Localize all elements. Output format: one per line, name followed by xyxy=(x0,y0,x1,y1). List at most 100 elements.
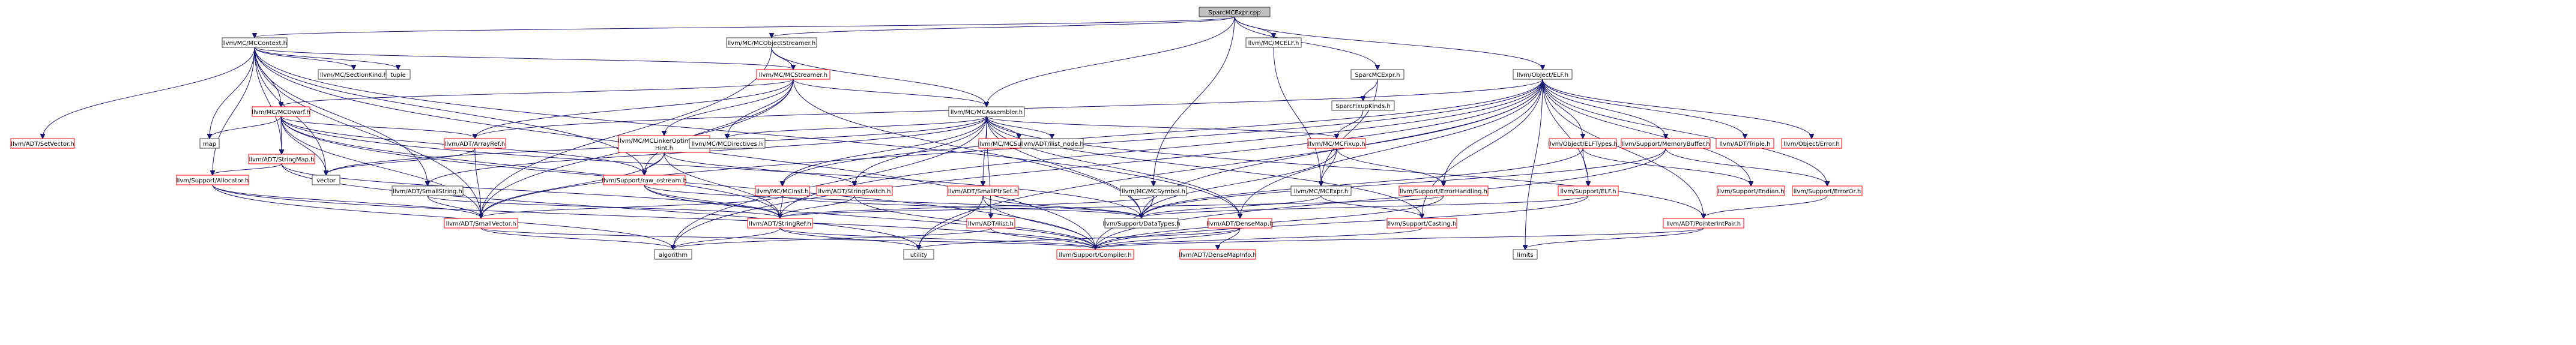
node-elftypes[interactable]: llvm/Object/ELFTypes.h xyxy=(1548,138,1618,149)
edge-mcdwarf-to-compiler xyxy=(280,116,1095,249)
node-label: llvm/MC/MCFixup.h xyxy=(1308,141,1365,148)
node-sectionkind[interactable]: llvm/MC/SectionKind.h xyxy=(318,69,390,80)
node-mcsymbol[interactable]: llvm/MC/MCSymbol.h xyxy=(1120,185,1187,196)
edge-mccontext-to-densemap xyxy=(254,47,1240,218)
edge-mcassembler-to-stringswitch xyxy=(854,116,987,185)
edge-mcdwarf-to-smallvector xyxy=(280,116,481,218)
node-rawostream[interactable]: llvm/Support/raw_ostream.h xyxy=(602,175,687,185)
node-setvector[interactable]: llvm/ADT/SetVector.h xyxy=(10,138,75,149)
node-box xyxy=(252,106,310,117)
node-ilist[interactable]: llvm/ADT/ilist.h xyxy=(966,218,1015,229)
edge-root-to-objelf xyxy=(1234,16,1543,69)
node-triple[interactable]: llvm/ADT/Triple.h xyxy=(1716,138,1774,149)
node-box xyxy=(444,138,506,149)
node-label: llvm/ADT/ilist.h xyxy=(968,221,1014,227)
node-errorhandling[interactable]: llvm/Support/ErrorHandling.h xyxy=(1398,185,1489,196)
node-stringswitch[interactable]: llvm/ADT/StringSwitch.h xyxy=(816,185,893,196)
node-supportelf[interactable]: llvm/Support/ELF.h xyxy=(1558,185,1619,196)
edge-ilist-to-algorithm xyxy=(673,227,991,249)
node-densemapinfo[interactable]: llvm/ADT/DenseMapInfo.h xyxy=(1179,249,1257,260)
edge-root-to-objstreamer xyxy=(772,16,1235,37)
node-objstreamer[interactable]: llvm/MC/MCObjectStreamer.h xyxy=(726,37,817,48)
node-allocator[interactable]: llvm/Support/Allocator.h xyxy=(176,175,249,185)
edge-mcinst-to-smallvector xyxy=(481,195,783,218)
node-label: llvm/MC/MCDwarf.h xyxy=(252,109,310,116)
node-pointerintpair[interactable]: llvm/ADT/PointerIntPair.h xyxy=(1663,218,1744,229)
edge-mcdwarf-to-stringref xyxy=(280,116,780,218)
edge-objelf-to-mcinst xyxy=(782,79,1543,185)
node-label: llvm/Support/Allocator.h xyxy=(177,178,249,184)
node-mcexpr[interactable]: llvm/MC/MCExpr.h xyxy=(1290,185,1352,196)
node-mcinst[interactable]: llvm/MC/MCInst.h xyxy=(755,185,810,196)
node-mcdirectives[interactable]: llvm/MC/MCDirectives.h xyxy=(689,138,766,149)
node-mcelf[interactable]: llvm/MC/MCELF.h xyxy=(1245,37,1302,48)
node-sparcfixupkinds[interactable]: SparcFixupKinds.h xyxy=(1331,100,1395,111)
edge-stringswitch-to-stringref xyxy=(780,195,855,218)
node-mcassembler[interactable]: llvm/MC/MCAssembler.h xyxy=(948,106,1025,117)
edge-mccontext-to-smallvector xyxy=(254,47,481,218)
node-smallptrset[interactable]: llvm/ADT/SmallPtrSet.h xyxy=(947,185,1019,196)
node-datatypes[interactable]: llvm/Support/DataTypes.h xyxy=(1102,218,1181,229)
node-smallstring[interactable]: llvm/ADT/SmallString.h xyxy=(392,185,464,196)
node-stringref[interactable]: llvm/ADT/StringRef.h xyxy=(747,218,813,229)
edge-rawostream-to-compiler xyxy=(644,184,1095,249)
edge-mccontext-to-stringmap xyxy=(254,47,282,154)
node-densemap[interactable]: llvm/ADT/DenseMap.h xyxy=(1207,218,1274,229)
node-label: tuple xyxy=(390,72,406,79)
edge-objelf-to-limits xyxy=(1525,79,1543,249)
edge-supportelf-to-compiler xyxy=(1095,195,1589,249)
edge-linkeropt-to-stringref xyxy=(664,152,780,218)
node-label: llvm/Support/Compiler.h xyxy=(1059,252,1131,259)
node-stringmap[interactable]: llvm/ADT/StringMap.h xyxy=(248,154,315,164)
node-box xyxy=(1208,218,1272,229)
node-utility[interactable]: utility xyxy=(903,249,934,260)
node-box xyxy=(1056,249,1134,260)
node-root[interactable]: SparcMCExpr.cpp xyxy=(1199,7,1271,17)
node-label: llvm/Support/ErrorHandling.h xyxy=(1400,188,1487,195)
node-limits[interactable]: limits xyxy=(1513,249,1538,260)
edge-mccontext-to-mcstreamer xyxy=(254,47,793,69)
node-label: llvm/ADT/StringRef.h xyxy=(749,221,811,227)
node-vector[interactable]: vector xyxy=(312,175,340,185)
node-map[interactable]: map xyxy=(199,138,220,149)
node-casting[interactable]: llvm/Support/Casting.h xyxy=(1386,218,1457,229)
node-mcfixup[interactable]: llvm/MC/MCFixup.h xyxy=(1307,138,1366,149)
edge-root-to-mcassembler xyxy=(987,16,1235,106)
node-mccontext[interactable]: llvm/MC/MCContext.h xyxy=(222,37,288,48)
edge-mcstreamer-to-arrayref xyxy=(475,79,794,138)
edge-memorybuffer-to-compiler xyxy=(1095,148,1666,249)
node-box xyxy=(222,37,288,48)
node-box xyxy=(1290,185,1352,196)
node-objelf[interactable]: llvm/Object/ELF.h xyxy=(1513,69,1573,80)
node-objerror[interactable]: llvm/Object/Error.h xyxy=(1781,138,1842,149)
node-box xyxy=(1199,7,1271,17)
edge-stringmap-to-utility xyxy=(281,163,919,249)
node-label: SparcMCExpr.h xyxy=(1355,72,1400,79)
node-ilistnode[interactable]: llvm/ADT/ilist_node.h xyxy=(1020,138,1084,149)
node-label: llvm/Support/DataTypes.h xyxy=(1102,221,1180,227)
node-smallvector[interactable]: llvm/ADT/SmallVector.h xyxy=(444,218,518,229)
node-box xyxy=(1386,218,1457,229)
edge-objelf-to-objerror xyxy=(1542,79,1812,138)
node-endian[interactable]: llvm/Support/Endian.h xyxy=(1717,185,1785,196)
edge-objelf-to-supportelf xyxy=(1542,79,1588,185)
node-box xyxy=(756,69,830,80)
edge-mccontext-to-smallstring xyxy=(254,47,428,185)
node-sparcmcexprh[interactable]: SparcMCExpr.h xyxy=(1350,69,1404,80)
node-algorithm[interactable]: algorithm xyxy=(654,249,692,260)
node-label: utility xyxy=(910,252,928,259)
edge-densemap-to-densemapinfo xyxy=(1218,227,1241,249)
node-compiler[interactable]: llvm/Support/Compiler.h xyxy=(1056,249,1134,260)
node-box xyxy=(385,69,411,80)
node-tuple[interactable]: tuple xyxy=(385,69,411,80)
node-arrayref[interactable]: llvm/ADT/ArrayRef.h xyxy=(444,138,506,149)
edge-mcstreamer-to-mcdirectives xyxy=(727,79,794,138)
edge-linkeropt-to-stringswitch xyxy=(664,152,854,185)
edge-memorybuffer-to-datatypes xyxy=(1141,148,1666,218)
node-erroror[interactable]: llvm/Support/ErrorOr.h xyxy=(1792,185,1863,196)
node-memorybuffer[interactable]: llvm/Support/MemoryBuffer.h xyxy=(1621,138,1711,149)
node-mcdwarf[interactable]: llvm/MC/MCDwarf.h xyxy=(252,106,310,117)
node-label: llvm/ADT/StringSwitch.h xyxy=(818,188,890,195)
edge-root-to-mccontext xyxy=(255,16,1235,37)
node-mcstreamer[interactable]: llvm/MC/MCStreamer.h xyxy=(756,69,830,80)
